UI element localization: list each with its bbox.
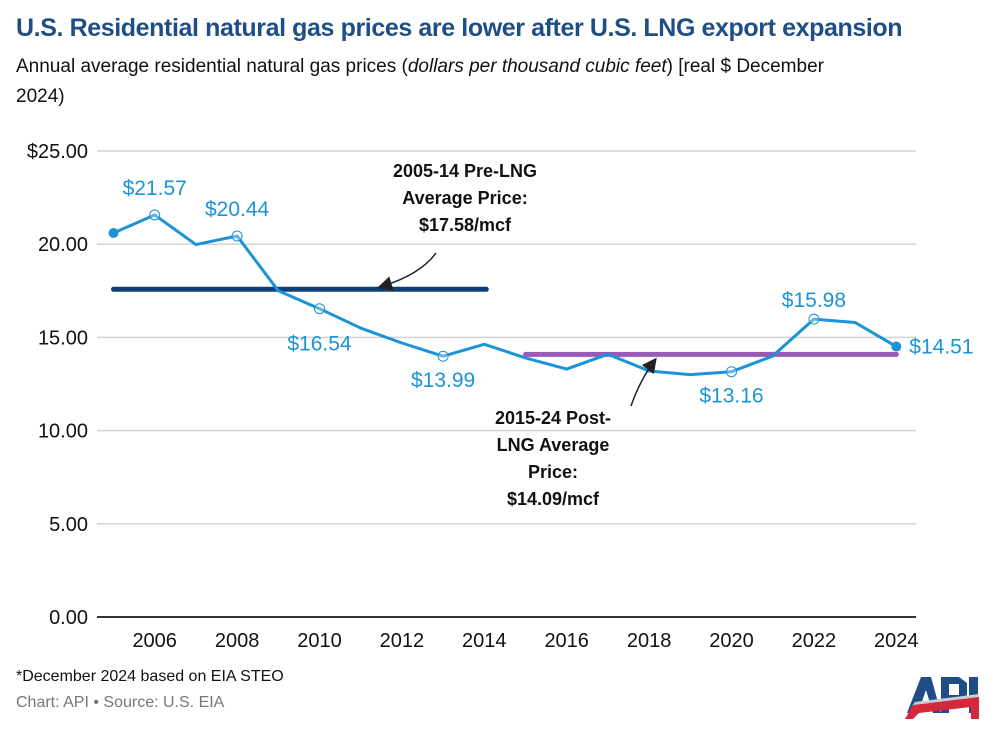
- x-tick-label: 2014: [462, 630, 507, 652]
- x-tick-label: 2010: [297, 630, 342, 652]
- data-point: [726, 366, 737, 378]
- post-lng-arrow: [630, 357, 657, 407]
- post-lng-annotation: $14.09/mcf: [507, 489, 600, 509]
- reference-lines: [111, 286, 899, 357]
- chart-subtitle: Annual average residential natural gas p…: [16, 52, 836, 112]
- y-tick-label: $25.00: [27, 141, 88, 163]
- data-point: [108, 228, 119, 239]
- source-note: Chart: API • Source: U.S. EIA: [16, 694, 225, 711]
- pre-lng-annotation: Average Price:: [402, 188, 527, 208]
- x-axis-ticks: 2006 2008 2010 2012 2014 2016 2018 2020 2022 2024: [132, 630, 918, 652]
- x-tick-label: 2006: [132, 630, 177, 652]
- data-point: [149, 209, 161, 221]
- x-tick-label: 2016: [544, 630, 589, 652]
- annotations: 2005-14 Pre-LNG Average Price: $17.58/mcf 2…: [377, 161, 657, 509]
- logo-swoosh-light: [911, 694, 979, 707]
- y-tick-label: 10.00: [38, 421, 88, 443]
- logo-p-counter: [949, 684, 959, 695]
- y-tick-label: 5.00: [49, 514, 88, 536]
- data-label: $15.98: [782, 289, 846, 312]
- subtitle-units: dollars per thousand cubic feet: [407, 56, 667, 77]
- post-lng-annotation: LNG Average: [497, 435, 610, 455]
- data-label: $13.99: [411, 369, 475, 392]
- series-line: [108, 209, 902, 378]
- data-label: $20.44: [205, 198, 270, 221]
- data-point: [437, 350, 449, 362]
- y-tick-label: 0.00: [49, 607, 88, 629]
- subtitle-text-end: ) [real $ December 2024): [16, 56, 824, 107]
- data-label: $13.16: [699, 385, 763, 408]
- data-labels: $21.57 $20.44 $16.54 $13.99 $13.16 $15.98 $14.…: [123, 177, 974, 408]
- x-tick-label: 2022: [792, 630, 837, 652]
- x-tick-label: 2024: [874, 630, 919, 652]
- subtitle-text: Annual average residential natural gas p…: [16, 56, 408, 77]
- x-tick-label: 2018: [627, 630, 672, 652]
- x-tick-label: 2020: [709, 630, 754, 652]
- data-label: $16.54: [287, 333, 352, 356]
- data-point: [314, 303, 325, 315]
- pre-lng-annotation: 2005-14 Pre-LNG: [393, 161, 537, 181]
- logo-swoosh: [905, 697, 979, 719]
- chart-title: U.S. Residential natural gas prices are …: [16, 14, 903, 42]
- pre-lng-annotation: $17.58/mcf: [419, 215, 512, 235]
- pre-lng-arrow: [377, 252, 437, 291]
- price-line: [112, 213, 898, 377]
- gridlines: [97, 150, 916, 618]
- api-logo: [905, 677, 979, 719]
- y-tick-label: 15.00: [38, 327, 88, 349]
- post-lng-annotation: Price:: [528, 462, 578, 482]
- footnote: *December 2024 based on EIA STEO: [16, 668, 284, 685]
- data-point: [891, 341, 902, 352]
- data-point: [231, 230, 243, 242]
- y-axis-ticks: 0.00 5.00 10.00 15.00 20.00 $25.00: [27, 141, 88, 629]
- y-tick-label: 20.00: [38, 234, 88, 256]
- data-label: $14.51: [909, 336, 973, 359]
- post-lng-annotation: 2015-24 Post-: [495, 408, 611, 428]
- x-tick-label: 2008: [215, 630, 260, 652]
- x-tick-label: 2012: [380, 630, 425, 652]
- data-point: [808, 313, 820, 325]
- data-label: $21.57: [123, 177, 187, 200]
